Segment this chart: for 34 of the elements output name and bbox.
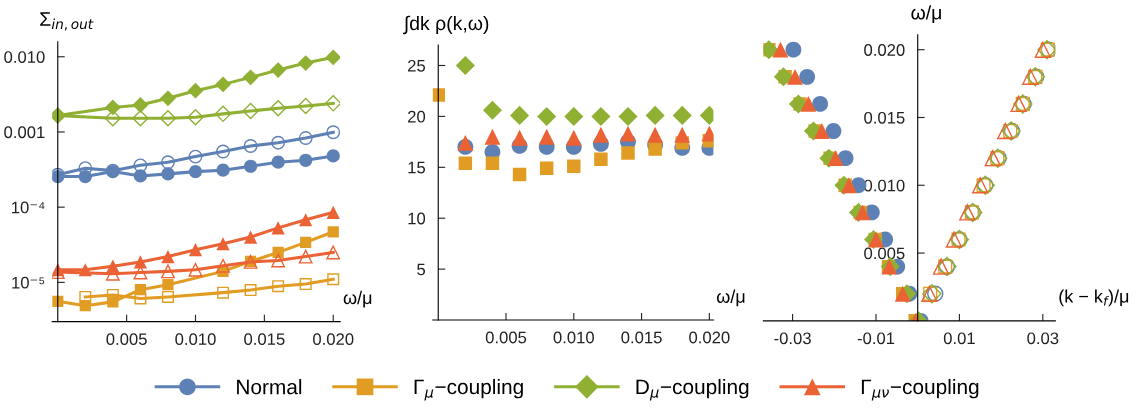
legend-label: D$_{μ}$−coupling — [636, 378, 749, 401]
x-tick-label: 0.03 — [1027, 332, 1059, 345]
x-tick-label: 0.010 — [553, 331, 594, 344]
legend-label: Γ$_{μ}$−coupling — [414, 378, 523, 401]
y-tick-label: 20 — [408, 110, 426, 123]
y-axis-title: Σ$_{in,out}$ — [40, 12, 94, 31]
y-tick-label: 10 — [408, 212, 426, 225]
x-tick-label: 0.01 — [943, 332, 975, 345]
y-tick-label: 10⁻⁴ — [12, 201, 45, 214]
x-tick-label: 0.005 — [485, 331, 527, 344]
y-tick-label: 15 — [408, 161, 426, 174]
x-axis-title: ω/μ — [343, 290, 372, 308]
x-tick-label: -0.01 — [857, 332, 895, 345]
y-tick-label: 25 — [408, 59, 426, 72]
x-axis-title: ω/μ — [716, 289, 745, 307]
x-axis-title: (k − k$_{f}$)/μ — [1059, 289, 1129, 307]
y-tick-label: 5 — [417, 263, 426, 276]
y-tick-label: 0.010 — [4, 51, 45, 63]
x-tick-label: 0.015 — [621, 331, 662, 344]
x-tick-label: 0.015 — [244, 333, 285, 346]
y-tick-label: 10⁻⁵ — [12, 276, 45, 289]
x-tick-label: 0.010 — [175, 333, 216, 346]
y-tick-label: 0.015 — [864, 111, 905, 124]
x-tick-label: -0.03 — [774, 332, 811, 345]
x-tick-label: 0.005 — [106, 333, 147, 346]
x-tick-label: 0.020 — [689, 331, 730, 344]
x-tick-label: 0.020 — [313, 333, 354, 346]
legend-label: Γ$_{μν}$−coupling — [861, 378, 979, 401]
y-axis-title: ∫dk ρ(k,ω) — [402, 15, 489, 35]
y-axis-title: ω/μ — [911, 5, 941, 24]
y-tick-label: 0.005 — [864, 247, 905, 260]
legend-label: Normal — [237, 379, 302, 395]
y-tick-label: 0.020 — [864, 44, 905, 56]
y-tick-label: 0.001 — [4, 126, 45, 139]
